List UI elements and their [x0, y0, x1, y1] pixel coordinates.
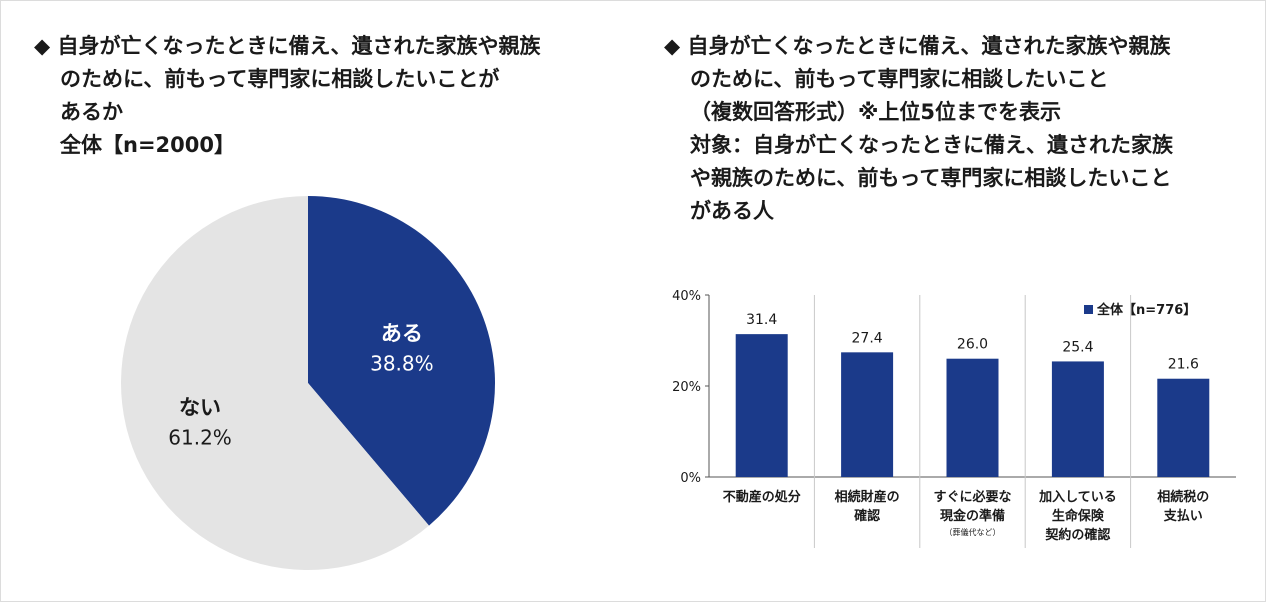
pie-slice-value: 38.8%	[370, 352, 434, 376]
pie-slice-value: 61.2%	[168, 426, 232, 450]
bar	[841, 352, 894, 477]
x-category-label: 不動産の処分	[723, 489, 801, 505]
pie-slice-label: ない	[179, 396, 221, 420]
y-tick-label: 20%	[672, 380, 701, 395]
pie-title-line: ◆ 自身が亡くなったときに備え、遺された家族や親族	[34, 34, 541, 58]
bar-value-label: 25.4	[1062, 339, 1093, 355]
bar-chart-title: ◆ 自身が亡くなったときに備え、遺された家族や親族 のために、前もって専門家に相…	[664, 30, 1173, 228]
x-category-label: 生命保険	[1052, 508, 1105, 524]
x-category-label: 加入している	[1038, 490, 1117, 505]
bar	[735, 334, 788, 477]
bar-title-line: や親族のために、前もって専門家に相談したいこと	[690, 166, 1172, 190]
x-category-label: すぐに必要な	[933, 489, 1011, 505]
pie-slice-label: ある	[381, 322, 423, 346]
bar	[1051, 361, 1104, 477]
bar-title-line: のために、前もって専門家に相談したいこと	[690, 67, 1109, 91]
pie-chart-title: ◆ 自身が亡くなったときに備え、遺された家族や親族 のために、前もって専門家に相…	[34, 30, 540, 162]
pie-title-line: のために、前もって専門家に相談したいことが	[60, 67, 500, 91]
x-category-label: 契約の確認	[1044, 527, 1110, 543]
bar-title-line: （複数回答形式）※上位5位までを表示	[690, 100, 1062, 124]
x-category-label: 確認	[854, 508, 880, 524]
bar	[946, 358, 999, 477]
pie-chart: ある 38.8% ない 61.2%	[120, 196, 495, 570]
x-category-label: 相続財産の	[835, 489, 900, 505]
bar-title-line: がある人	[690, 199, 774, 223]
y-tick-label: 40%	[672, 289, 701, 304]
legend-swatch	[1084, 305, 1093, 314]
pie-slice-nai	[120, 196, 429, 570]
bar-title-line: 対象：自身が亡くなったときに備え、遺された家族	[690, 133, 1173, 157]
x-category-note: （葬儀代など）	[945, 527, 1001, 537]
bar-value-label: 31.4	[746, 312, 777, 328]
x-category-label: 支払い	[1163, 508, 1203, 524]
bar-title-line: ◆ 自身が亡くなったときに備え、遺された家族や親族	[664, 34, 1171, 58]
x-category-label: 相続税の	[1157, 489, 1209, 505]
legend-label: 全体【n=776】	[1096, 302, 1196, 318]
pie-title-line: あるか	[60, 100, 123, 124]
bar-value-label: 26.0	[957, 337, 988, 353]
bar	[1157, 378, 1210, 477]
y-tick-label: 0%	[680, 471, 701, 486]
pie-slice-aru	[308, 196, 495, 526]
bar-value-label: 21.6	[1168, 357, 1199, 373]
bar-value-label: 27.4	[852, 330, 883, 346]
x-category-label: 現金の準備	[940, 508, 1005, 524]
pie-title-line: 全体【n=2000】	[60, 133, 235, 157]
